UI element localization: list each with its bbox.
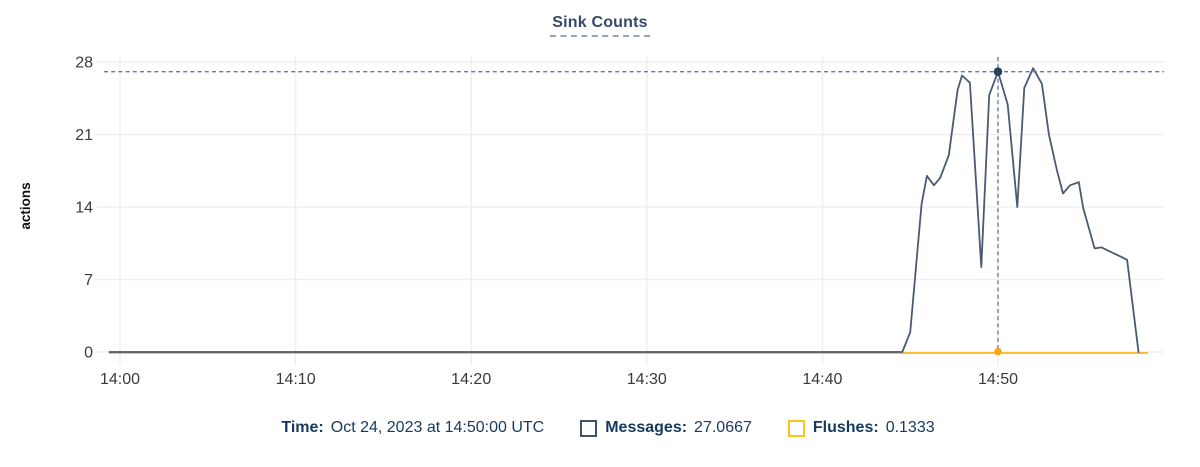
flushes-label: Flushes: (812, 419, 879, 436)
x-tick-label: 14:30 (627, 371, 667, 388)
y-tick-label: 14 (75, 200, 93, 217)
tooltip-time-group: Time: Oct 24, 2023 at 14:50:00 UTC (281, 419, 544, 437)
y-tick-label: 28 (75, 55, 93, 72)
y-tick-label: 21 (75, 127, 93, 144)
marker-flushes-point[interactable] (994, 347, 1002, 356)
y-axis-title: actions (18, 182, 33, 229)
chart-title[interactable]: Sink Counts (550, 14, 650, 37)
x-tick-label: 14:10 (276, 371, 316, 388)
messages-label: Messages: (605, 419, 688, 436)
hover-tooltip-legend: Time: Oct 24, 2023 at 14:50:00 UTC Messa… (8, 419, 1200, 437)
flushes-value: 0.1333 (885, 419, 935, 436)
messages-value: 27.0667 (694, 419, 752, 436)
flushes-swatch (787, 419, 805, 437)
series-line-messages[interactable] (108, 67, 1140, 353)
marker-messages-point[interactable] (993, 67, 1003, 76)
y-tick-label: 0 (84, 345, 93, 362)
messages-swatch (580, 419, 598, 437)
time-label: Time: (281, 419, 324, 436)
x-tick-label: 14:50 (978, 371, 1018, 388)
x-tick-label: 14:00 (100, 371, 140, 388)
chart-title-row: Sink Counts (0, 14, 1200, 37)
legend-item-messages[interactable]: Messages: 27.0667 (580, 419, 752, 437)
x-tick-label: 14:40 (802, 371, 842, 388)
y-tick-label: 7 (84, 272, 93, 289)
legend-item-flushes[interactable]: Flushes: 0.1333 (787, 419, 935, 437)
time-value: Oct 24, 2023 at 14:50:00 UTC (330, 419, 545, 436)
x-tick-label: 14:20 (451, 371, 491, 388)
chart-canvas[interactable]: 0 7 14 21 28 14:00 14:10 14:20 14:30 14:40 14:50 ac… (0, 0, 1200, 402)
